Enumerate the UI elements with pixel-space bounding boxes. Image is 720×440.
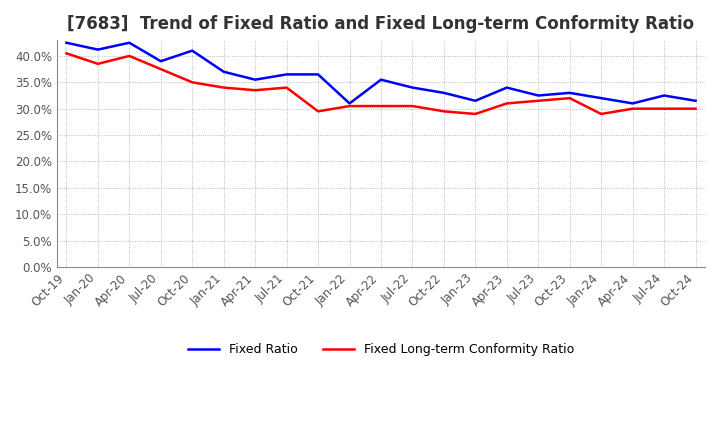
Fixed Long-term Conformity Ratio [220,85,228,90]
Fixed Ratio [282,72,291,77]
Fixed Ratio [629,101,637,106]
Fixed Long-term Conformity Ratio [125,53,134,59]
Fixed Ratio [565,90,574,95]
Fixed Ratio [188,48,197,53]
Fixed Ratio [94,47,102,52]
Fixed Ratio [503,85,511,90]
Fixed Long-term Conformity Ratio [503,101,511,106]
Fixed Long-term Conformity Ratio [314,109,323,114]
Legend: Fixed Ratio, Fixed Long-term Conformity Ratio: Fixed Ratio, Fixed Long-term Conformity … [188,343,575,356]
Fixed Ratio [125,40,134,45]
Fixed Long-term Conformity Ratio [440,109,449,114]
Fixed Ratio [660,93,668,98]
Fixed Long-term Conformity Ratio [534,98,543,103]
Fixed Long-term Conformity Ratio [62,51,71,56]
Fixed Ratio [597,95,606,101]
Fixed Long-term Conformity Ratio [629,106,637,111]
Fixed Long-term Conformity Ratio [565,95,574,101]
Fixed Long-term Conformity Ratio [156,66,165,72]
Fixed Ratio [440,90,449,95]
Fixed Ratio [251,77,259,82]
Fixed Long-term Conformity Ratio [597,111,606,117]
Fixed Ratio [408,85,417,90]
Fixed Ratio [471,98,480,103]
Fixed Long-term Conformity Ratio [660,106,668,111]
Fixed Ratio [62,40,71,45]
Fixed Long-term Conformity Ratio [377,103,385,109]
Fixed Long-term Conformity Ratio [251,88,259,93]
Fixed Ratio [691,98,700,103]
Title: [7683]  Trend of Fixed Ratio and Fixed Long-term Conformity Ratio: [7683] Trend of Fixed Ratio and Fixed Lo… [68,15,695,33]
Line: Fixed Long-term Conformity Ratio: Fixed Long-term Conformity Ratio [66,53,696,114]
Fixed Ratio [377,77,385,82]
Fixed Ratio [345,101,354,106]
Fixed Long-term Conformity Ratio [188,80,197,85]
Fixed Long-term Conformity Ratio [282,85,291,90]
Fixed Ratio [156,59,165,64]
Fixed Long-term Conformity Ratio [94,61,102,66]
Fixed Long-term Conformity Ratio [691,106,700,111]
Fixed Long-term Conformity Ratio [345,103,354,109]
Line: Fixed Ratio: Fixed Ratio [66,43,696,103]
Fixed Ratio [534,93,543,98]
Fixed Long-term Conformity Ratio [408,103,417,109]
Fixed Long-term Conformity Ratio [471,111,480,117]
Fixed Ratio [220,69,228,74]
Fixed Ratio [314,72,323,77]
